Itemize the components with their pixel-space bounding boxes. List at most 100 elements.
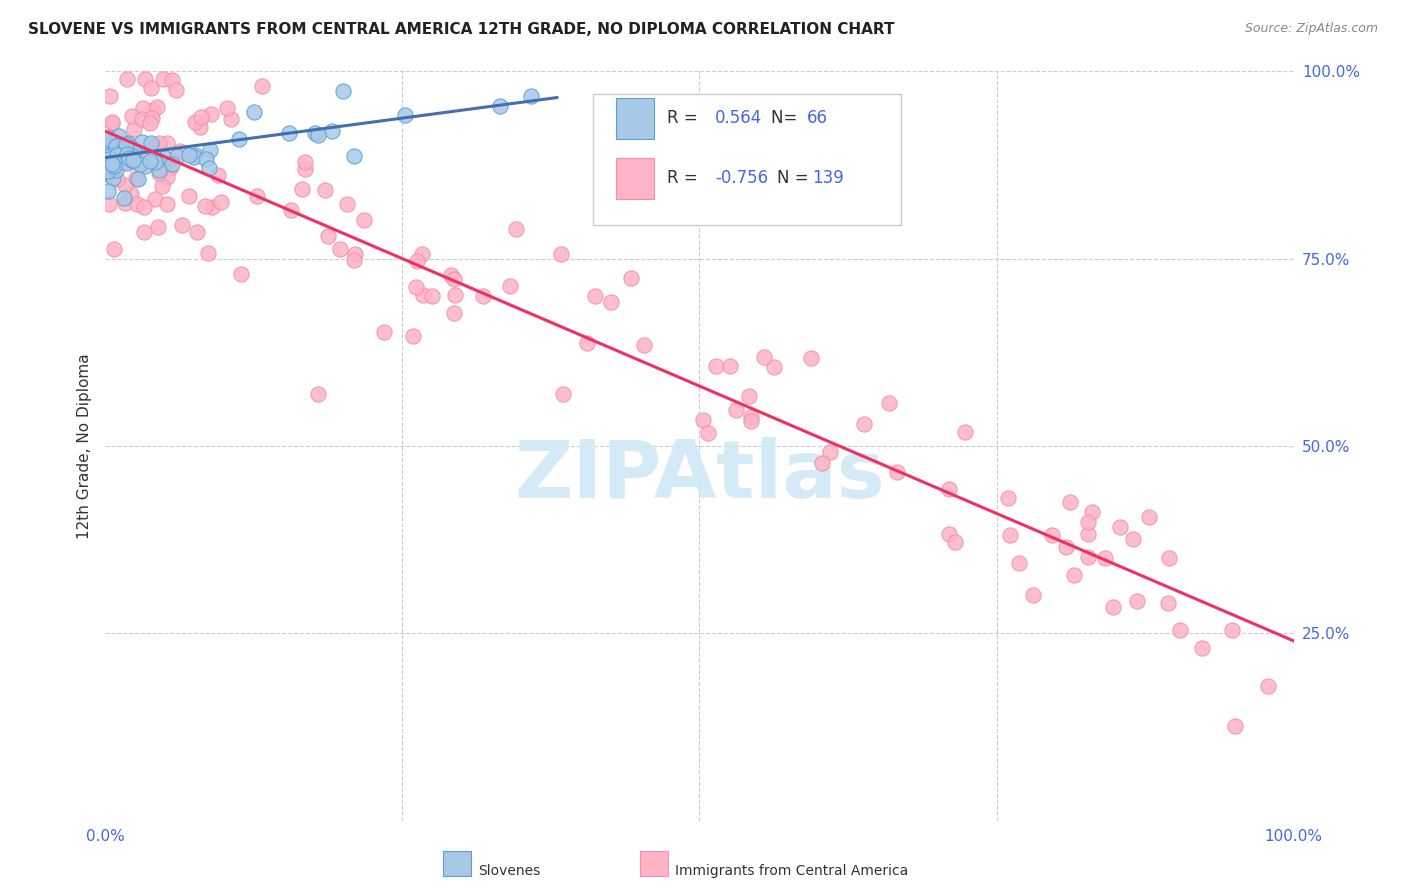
Point — [100, 139, 122, 153]
Point — [472, 289, 495, 303]
Point — [98, 130, 121, 145]
Point — [1257, 679, 1279, 693]
Point — [551, 387, 574, 401]
Text: -0.756: -0.756 — [714, 169, 768, 186]
Point — [314, 183, 336, 197]
Text: Source: ZipAtlas.com: Source: ZipAtlas.com — [1244, 22, 1378, 36]
Point — [505, 222, 527, 236]
Point — [100, 133, 122, 147]
Point — [117, 136, 139, 151]
Point — [105, 148, 128, 162]
Point — [246, 189, 269, 203]
Point — [738, 389, 761, 403]
Point — [499, 278, 522, 293]
Point — [394, 108, 416, 122]
Point — [114, 178, 136, 193]
Point — [619, 271, 641, 285]
Point — [1168, 623, 1191, 637]
Point — [98, 197, 121, 211]
Point — [134, 225, 156, 239]
Point — [122, 145, 145, 159]
Point — [97, 164, 120, 178]
Point — [329, 242, 352, 256]
Point — [127, 171, 149, 186]
Point — [412, 288, 434, 302]
Point — [101, 171, 124, 186]
Point — [752, 351, 775, 365]
Point — [1102, 600, 1125, 615]
Point — [97, 149, 120, 163]
Point — [342, 148, 364, 162]
Point — [97, 161, 120, 175]
Point — [156, 169, 179, 184]
Point — [200, 107, 222, 121]
Point — [100, 115, 122, 129]
Point — [139, 136, 162, 150]
Point — [121, 109, 143, 123]
Point — [1157, 551, 1180, 566]
Point — [120, 187, 142, 202]
Point — [156, 197, 179, 211]
Point — [1122, 533, 1144, 547]
Point — [1054, 540, 1077, 554]
Point — [718, 359, 741, 373]
Point — [1077, 527, 1099, 541]
Point — [152, 159, 174, 173]
Point — [97, 132, 120, 146]
Point — [1137, 510, 1160, 524]
Point — [139, 148, 162, 162]
Point — [443, 272, 465, 286]
Point — [101, 152, 124, 166]
Point — [943, 534, 966, 549]
Point — [118, 151, 141, 165]
Point — [209, 195, 232, 210]
Point — [145, 100, 167, 114]
Point — [145, 193, 167, 207]
Point — [122, 153, 145, 168]
Point — [583, 289, 606, 303]
Point — [740, 414, 762, 428]
Point — [104, 153, 127, 168]
Point — [105, 139, 128, 153]
Point — [217, 101, 239, 115]
Point — [1059, 494, 1081, 508]
Text: N=: N= — [770, 109, 803, 127]
Point — [111, 144, 134, 158]
Point — [697, 426, 720, 441]
Point — [141, 112, 163, 126]
Point — [740, 410, 762, 425]
Point — [148, 163, 170, 178]
Point — [114, 136, 136, 151]
Point — [1022, 588, 1045, 602]
Point — [1109, 520, 1132, 534]
Text: ZIPAtlas: ZIPAtlas — [515, 437, 884, 515]
Point — [117, 147, 139, 161]
Point — [420, 288, 443, 302]
FancyBboxPatch shape — [616, 97, 654, 139]
Point — [1081, 504, 1104, 518]
FancyBboxPatch shape — [592, 94, 901, 225]
Point — [97, 167, 120, 181]
Point — [145, 139, 167, 153]
Point — [134, 71, 156, 86]
Point — [162, 157, 184, 171]
Point — [169, 144, 191, 158]
Point — [252, 78, 274, 93]
Point — [304, 126, 326, 140]
Text: R =: R = — [668, 109, 703, 127]
Point — [186, 225, 208, 239]
Point — [165, 83, 187, 97]
Point — [139, 116, 162, 130]
Point — [520, 89, 543, 103]
Point — [152, 71, 174, 86]
Point — [101, 116, 124, 130]
Point — [134, 159, 156, 173]
Point — [188, 120, 211, 134]
Point — [183, 150, 205, 164]
Point — [221, 112, 243, 127]
Point — [1191, 641, 1213, 656]
Point — [810, 456, 832, 470]
Point — [405, 280, 427, 294]
Point — [194, 153, 217, 167]
Point — [108, 147, 131, 161]
